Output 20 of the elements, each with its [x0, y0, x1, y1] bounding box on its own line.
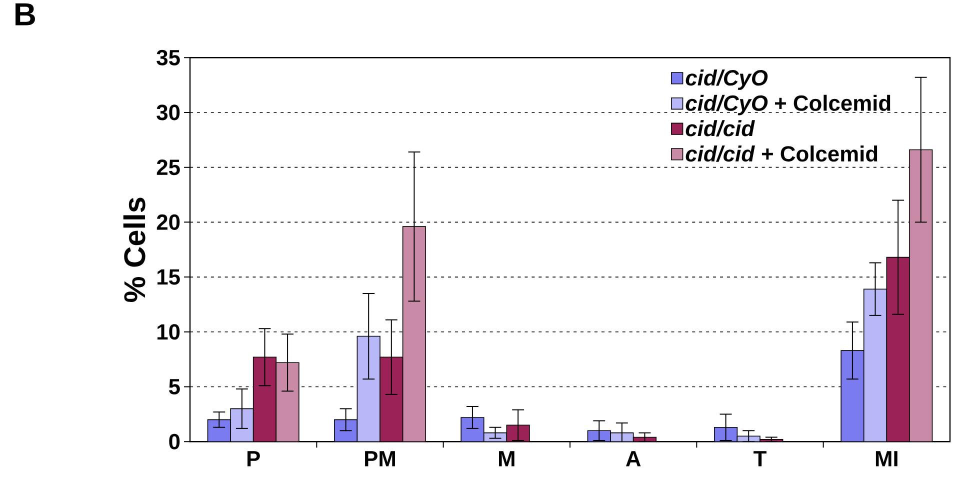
- x-tick-label: A: [626, 451, 641, 466]
- legend-label: cid/cid: [686, 120, 755, 137]
- x-tick-label: P: [248, 451, 260, 466]
- y-tick-label: 25: [156, 160, 180, 176]
- y-tick-label: 35: [156, 50, 180, 66]
- legend-label: cid/cid + Colcemid: [686, 146, 878, 162]
- legend-label: cid/CyO + Colcemid: [686, 95, 890, 116]
- x-tick-label: MI: [876, 451, 898, 466]
- y-tick-label: 10: [158, 324, 180, 340]
- y-tick-label: 20: [156, 214, 180, 230]
- chart-title: B: [16, 4, 35, 26]
- y-tick-label: 15: [158, 270, 180, 285]
- y-axis-title: % Cells: [123, 198, 146, 302]
- x-tick-label: M: [499, 451, 514, 466]
- y-tick-label: 30: [156, 104, 180, 120]
- x-tick-label: PM: [365, 451, 395, 466]
- x-tick-label: T: [754, 451, 766, 466]
- y-tick-label: 5: [168, 379, 180, 395]
- y-tick-label: 0: [169, 434, 180, 450]
- legend-label: cid/CyO: [686, 70, 768, 90]
